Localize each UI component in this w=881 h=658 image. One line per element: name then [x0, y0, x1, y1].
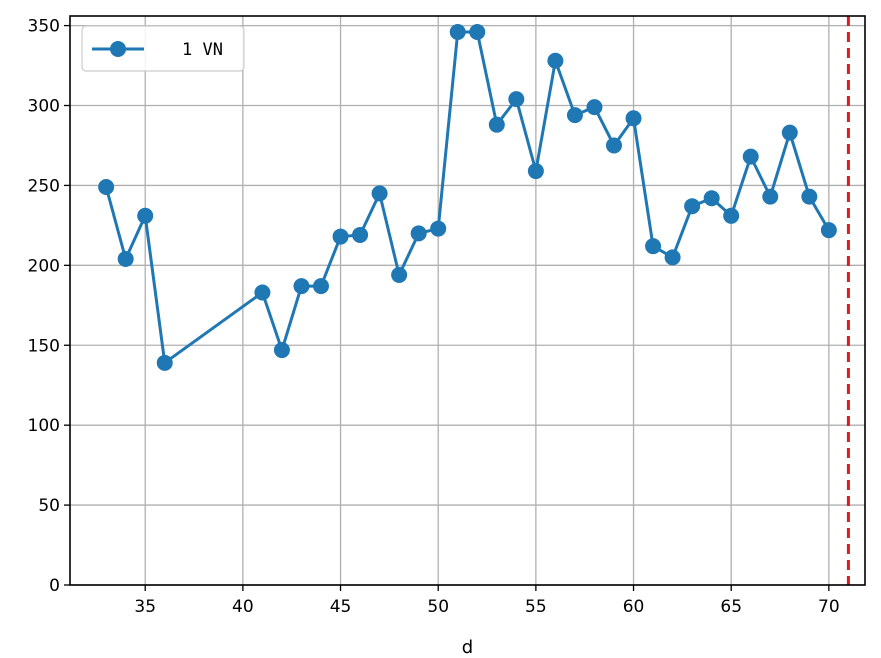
data-point: [762, 188, 779, 205]
data-point: [137, 207, 154, 224]
data-point: [352, 226, 369, 243]
y-tick-label: 300: [28, 97, 60, 117]
data-point: [508, 91, 525, 108]
data-point: [98, 179, 115, 196]
data-point: [742, 148, 759, 165]
data-point: [723, 207, 740, 224]
data-point: [293, 278, 310, 295]
data-point: [273, 342, 290, 359]
data-point: [254, 284, 271, 301]
plot-frame: [69, 15, 866, 586]
legend-box: [81, 25, 245, 72]
data-series: [98, 23, 837, 371]
data-point: [313, 278, 330, 295]
x-tick-label: 70: [818, 597, 840, 617]
data-point: [449, 23, 466, 40]
series-line: [104, 30, 831, 365]
data-point: [547, 52, 564, 69]
x-axis-label: d: [462, 637, 473, 658]
data-point: [527, 163, 544, 180]
data-point: [605, 137, 622, 154]
legend-marker: [110, 41, 126, 57]
y-tick-label: 100: [28, 416, 60, 436]
data-point: [566, 107, 583, 124]
data-point: [820, 222, 837, 239]
x-tick-label: 55: [525, 597, 547, 617]
y-tick-label: 250: [28, 176, 60, 196]
legend: 1 VN: [81, 25, 245, 72]
data-point: [645, 238, 662, 255]
data-point: [430, 220, 447, 237]
data-point: [332, 228, 349, 245]
data-point: [488, 116, 505, 133]
data-point: [684, 198, 701, 215]
grid-lines: [70, 16, 865, 586]
x-tick-label: 35: [134, 597, 156, 617]
x-axis-ticks: 35 40 45 50 55 60 65 70: [134, 585, 840, 617]
y-tick-label: 150: [28, 336, 60, 356]
data-point: [156, 354, 173, 371]
data-point: [664, 249, 681, 266]
data-point: [117, 250, 134, 267]
data-point: [410, 225, 427, 242]
data-point: [781, 124, 798, 141]
x-tick-label: 50: [427, 597, 449, 617]
data-point: [391, 266, 408, 283]
data-point: [625, 110, 642, 127]
data-point: [586, 99, 603, 116]
x-tick-label: 40: [232, 597, 254, 617]
y-tick-label: 0: [49, 576, 60, 596]
y-axis-ticks: 0 50 100 150 200 250 300 350: [28, 17, 70, 596]
y-tick-label: 350: [28, 17, 60, 37]
x-tick-label: 45: [330, 597, 352, 617]
y-tick-label: 50: [38, 496, 60, 516]
data-point: [801, 188, 818, 205]
x-tick-label: 60: [623, 597, 645, 617]
x-tick-label: 65: [720, 597, 742, 617]
data-point: [703, 190, 720, 207]
data-point: [469, 23, 486, 40]
y-tick-label: 200: [28, 256, 60, 276]
data-point: [371, 185, 388, 202]
legend-label: 1 VN: [182, 40, 223, 60]
